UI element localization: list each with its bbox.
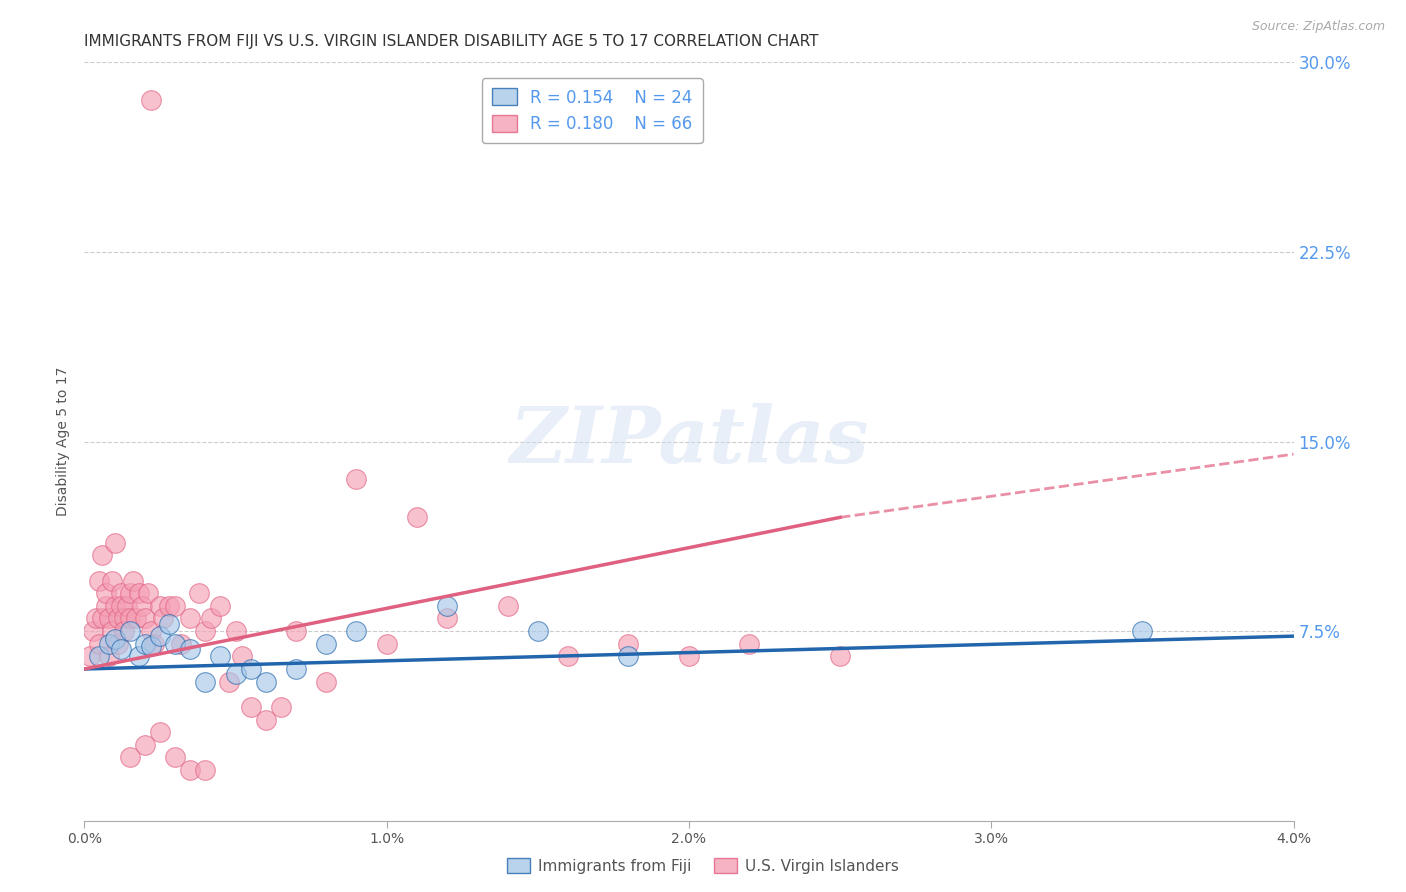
Point [104, 535, 127, 549]
Point [284, 662, 308, 676]
Point [139, 94, 162, 108]
Point [315, 674, 337, 689]
Point [91, 548, 114, 563]
Point [678, 649, 700, 664]
Point [104, 599, 127, 613]
Point [194, 624, 217, 639]
Legend: Immigrants from Fiji, U.S. Virgin Islanders: Immigrants from Fiji, U.S. Virgin Island… [502, 852, 904, 880]
Point [209, 649, 232, 664]
Point [112, 624, 135, 639]
Point [110, 641, 132, 656]
Point [136, 586, 159, 600]
Point [139, 624, 162, 639]
Point [179, 763, 201, 777]
Text: Source: ZipAtlas.com: Source: ZipAtlas.com [1251, 20, 1385, 33]
Point [270, 699, 292, 714]
Point [157, 599, 180, 613]
Point [346, 624, 368, 639]
Point [110, 599, 132, 613]
Point [121, 574, 143, 588]
Text: ZIPatlas: ZIPatlas [509, 403, 869, 480]
Point [194, 763, 217, 777]
Point [225, 624, 247, 639]
Point [134, 637, 156, 651]
Point [152, 611, 174, 625]
Point [79, 649, 101, 664]
Point [97, 637, 120, 651]
Point [118, 611, 141, 625]
Point [557, 649, 579, 664]
Point [89, 574, 111, 588]
Point [104, 632, 127, 646]
Point [209, 599, 232, 613]
Point [91, 611, 114, 625]
Point [617, 637, 640, 651]
Point [149, 725, 172, 739]
Point [82, 624, 104, 639]
Point [112, 611, 135, 625]
Point [436, 599, 458, 613]
Point [188, 586, 211, 600]
Text: IMMIGRANTS FROM FIJI VS U.S. VIRGIN ISLANDER DISABILITY AGE 5 TO 17 CORRELATION : IMMIGRANTS FROM FIJI VS U.S. VIRGIN ISLA… [84, 34, 818, 49]
Point [128, 649, 150, 664]
Point [830, 649, 852, 664]
Point [94, 586, 117, 600]
Point [142, 637, 165, 651]
Point [165, 599, 187, 613]
Legend: R = 0.154    N = 24, R = 0.180    N = 66: R = 0.154 N = 24, R = 0.180 N = 66 [482, 78, 703, 143]
Point [406, 510, 429, 524]
Point [346, 473, 368, 487]
Point [436, 611, 458, 625]
Point [125, 611, 148, 625]
Point [100, 574, 122, 588]
Point [225, 667, 247, 681]
Point [157, 616, 180, 631]
Point [107, 611, 129, 625]
Point [315, 637, 337, 651]
Point [194, 674, 217, 689]
Point [107, 637, 129, 651]
Point [149, 629, 172, 643]
Point [218, 674, 240, 689]
Point [617, 649, 640, 664]
Point [118, 586, 141, 600]
Point [254, 674, 277, 689]
Point [118, 750, 141, 764]
Point [239, 699, 262, 714]
Point [131, 599, 153, 613]
Point [254, 713, 277, 727]
Point [231, 649, 253, 664]
Y-axis label: Disability Age 5 to 17: Disability Age 5 to 17 [56, 367, 70, 516]
Point [134, 611, 156, 625]
Point [115, 599, 138, 613]
Point [89, 637, 111, 651]
Point [97, 649, 120, 664]
Point [239, 662, 262, 676]
Point [738, 637, 761, 651]
Point [179, 611, 201, 625]
Point [375, 637, 398, 651]
Point [200, 611, 222, 625]
Point [1132, 624, 1154, 639]
Point [110, 586, 132, 600]
Point [118, 624, 141, 639]
Point [89, 649, 111, 664]
Point [139, 639, 162, 653]
Point [128, 586, 150, 600]
Point [100, 624, 122, 639]
Point [149, 599, 172, 613]
Point [496, 599, 519, 613]
Point [165, 750, 187, 764]
Point [527, 624, 550, 639]
Point [86, 611, 108, 625]
Point [97, 611, 120, 625]
Point [170, 637, 193, 651]
Point [165, 637, 187, 651]
Point [94, 599, 117, 613]
Point [284, 624, 308, 639]
Point [179, 641, 201, 656]
Point [134, 738, 156, 752]
